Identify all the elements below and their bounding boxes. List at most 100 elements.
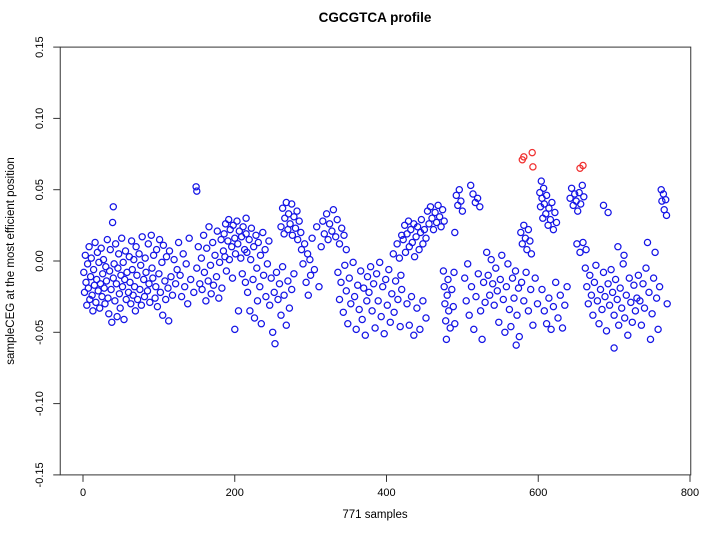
data-point bbox=[420, 225, 429, 234]
data-point bbox=[520, 221, 528, 230]
data-point bbox=[104, 294, 112, 302]
data-point bbox=[642, 264, 650, 272]
data-point bbox=[228, 274, 237, 282]
data-point bbox=[454, 201, 462, 210]
data-point bbox=[211, 251, 219, 260]
data-point bbox=[508, 274, 517, 282]
data-point bbox=[495, 318, 503, 327]
data-point bbox=[167, 272, 175, 281]
data-point bbox=[576, 248, 584, 257]
data-point bbox=[576, 200, 585, 208]
data-point bbox=[369, 280, 378, 288]
data-point bbox=[498, 251, 506, 260]
data-point bbox=[152, 282, 160, 291]
data-point bbox=[589, 311, 597, 319]
data-point bbox=[161, 277, 169, 285]
data-point bbox=[176, 271, 184, 280]
data-point bbox=[496, 275, 505, 284]
data-point bbox=[617, 304, 626, 312]
data-point bbox=[353, 281, 362, 289]
data-point bbox=[451, 228, 459, 237]
data-point bbox=[328, 227, 336, 235]
data-point bbox=[482, 248, 491, 257]
data-point bbox=[627, 298, 635, 307]
data-point bbox=[119, 258, 127, 267]
data-point bbox=[242, 230, 250, 238]
data-point bbox=[410, 331, 418, 339]
data-point bbox=[194, 242, 203, 251]
data-point bbox=[215, 294, 223, 302]
data-point bbox=[177, 292, 186, 301]
data-point bbox=[180, 282, 189, 291]
data-point bbox=[415, 245, 423, 254]
data-point bbox=[113, 312, 121, 321]
y-tick-label: 0.15 bbox=[34, 36, 46, 57]
data-point bbox=[501, 328, 509, 337]
data-point bbox=[395, 254, 404, 262]
data-point bbox=[466, 181, 475, 190]
data-point bbox=[238, 270, 247, 278]
data-point bbox=[272, 268, 281, 277]
data-point bbox=[567, 184, 576, 193]
data-point bbox=[285, 304, 294, 312]
data-point bbox=[117, 234, 126, 242]
data-point bbox=[107, 285, 115, 294]
data-point bbox=[365, 288, 373, 297]
data-point bbox=[397, 285, 406, 294]
data-point bbox=[378, 282, 387, 291]
data-point bbox=[158, 258, 166, 267]
data-point bbox=[355, 305, 363, 314]
data-point bbox=[502, 282, 511, 291]
data-point bbox=[451, 319, 459, 328]
data-point bbox=[155, 235, 164, 244]
data-point bbox=[637, 321, 646, 329]
data-point bbox=[334, 268, 342, 277]
data-point bbox=[287, 285, 296, 294]
data-point bbox=[149, 251, 158, 260]
data-point bbox=[639, 280, 647, 288]
data-point bbox=[114, 250, 123, 258]
data-point bbox=[295, 217, 303, 225]
data-point bbox=[174, 238, 183, 247]
data-point bbox=[413, 304, 421, 312]
data-point bbox=[329, 205, 338, 214]
data-point bbox=[408, 238, 417, 247]
data-point bbox=[485, 291, 494, 299]
data-point bbox=[648, 310, 656, 318]
x-axis-label: 771 samples bbox=[342, 509, 407, 521]
data-point bbox=[377, 312, 385, 321]
data-point bbox=[320, 230, 329, 238]
data-point bbox=[310, 265, 319, 274]
data-point bbox=[146, 298, 154, 307]
data-point bbox=[595, 319, 603, 328]
data-point bbox=[297, 245, 306, 254]
data-point bbox=[319, 217, 327, 225]
data-point bbox=[389, 250, 398, 258]
data-point bbox=[527, 250, 536, 258]
data-point bbox=[549, 302, 558, 311]
data-point bbox=[259, 271, 268, 280]
data-point bbox=[267, 274, 275, 282]
data-point bbox=[265, 301, 274, 309]
data-point bbox=[202, 297, 210, 305]
data-point bbox=[171, 280, 180, 288]
data-point bbox=[586, 271, 594, 280]
data-point bbox=[443, 291, 451, 299]
data-point bbox=[324, 235, 332, 244]
data-point bbox=[131, 307, 140, 315]
data-point bbox=[306, 255, 314, 264]
data-point bbox=[580, 193, 588, 201]
data-point bbox=[598, 305, 606, 314]
data-point bbox=[587, 291, 596, 299]
data-point bbox=[337, 278, 345, 287]
data-point bbox=[208, 238, 217, 247]
data-point bbox=[133, 271, 141, 280]
data-point bbox=[220, 230, 228, 238]
data-point bbox=[144, 240, 153, 248]
data-point bbox=[658, 197, 666, 205]
data-point bbox=[385, 265, 393, 274]
data-point bbox=[419, 297, 427, 305]
data-point bbox=[345, 274, 354, 282]
data-point bbox=[102, 262, 110, 271]
chart-title: CGCGTCA profile bbox=[319, 10, 432, 25]
